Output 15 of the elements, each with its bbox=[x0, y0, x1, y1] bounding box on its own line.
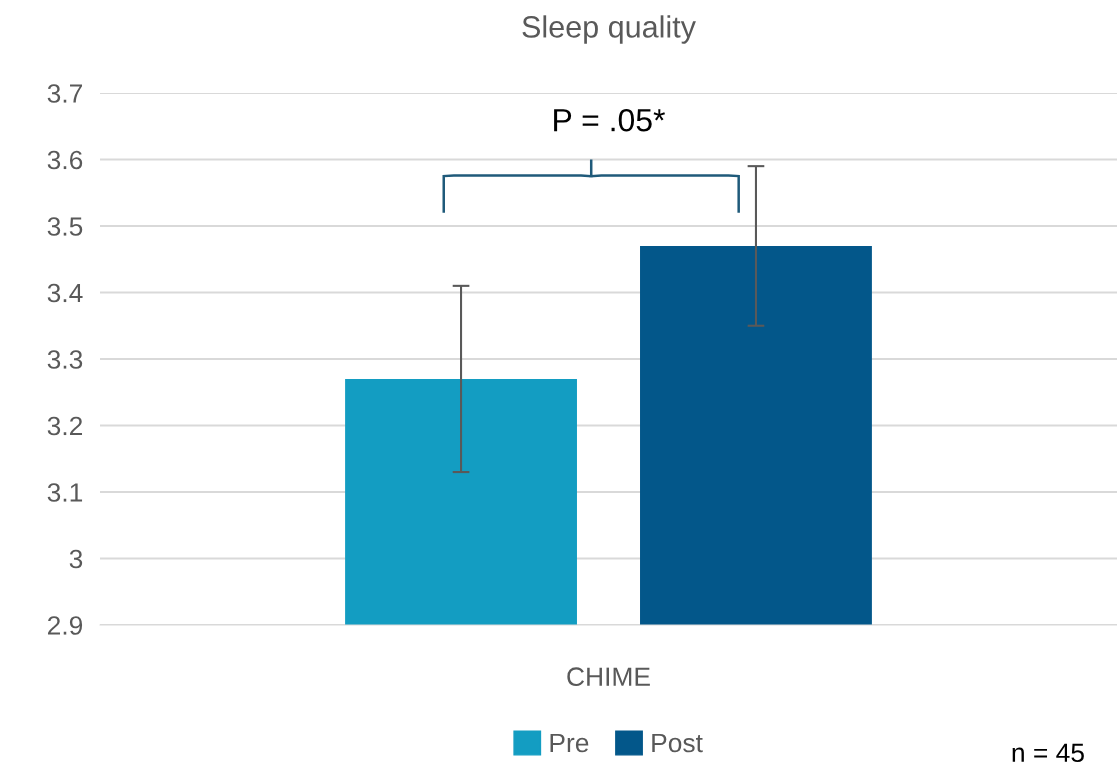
y-tick-label: 3.6 bbox=[47, 150, 83, 170]
text: n = 45 bbox=[1012, 743, 1084, 763]
legend-label: Post bbox=[652, 733, 703, 753]
annotation: P = .05* bbox=[554, 108, 665, 132]
y-tick-label: 3.1 bbox=[47, 483, 83, 502]
y-tick-label: 3.4 bbox=[47, 283, 83, 303]
y-tick-label: 3.7 bbox=[47, 84, 83, 103]
legend-label: Pre bbox=[550, 733, 589, 753]
x-tick-label: CHIME bbox=[567, 667, 650, 687]
y-tick-label: 3.5 bbox=[47, 217, 83, 236]
y-tick-label: 3.2 bbox=[47, 416, 83, 436]
y-tick-label: 2.9 bbox=[47, 616, 83, 635]
chart-title: Sleep quality bbox=[522, 15, 696, 44]
y-tick-label: 3.3 bbox=[47, 350, 83, 369]
y-tick-label: 3 bbox=[69, 549, 83, 569]
